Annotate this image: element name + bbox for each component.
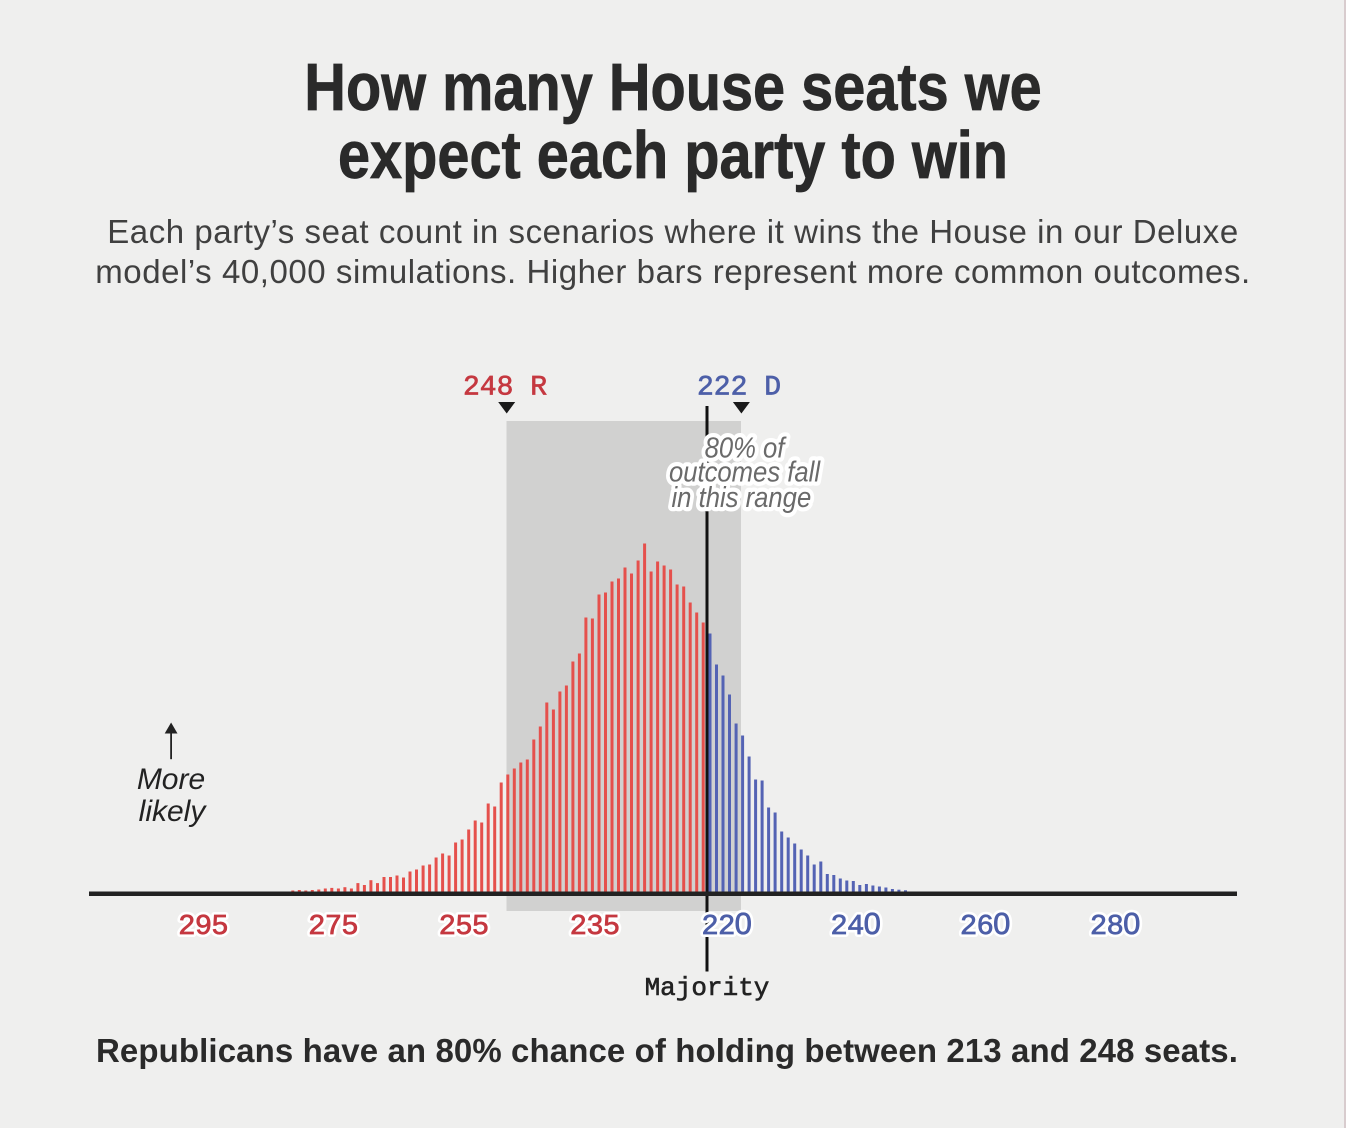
svg-text:80% of: 80% of [705, 431, 787, 464]
svg-text:248 R: 248 R [463, 373, 547, 404]
svg-text:295: 295 [178, 910, 228, 943]
svg-text:240: 240 [830, 906, 880, 943]
svg-text:in this range: in this range [671, 481, 811, 514]
svg-text:240: 240 [830, 906, 880, 943]
svg-text:275: 275 [308, 910, 358, 943]
svg-text:255: 255 [439, 910, 489, 943]
svg-text:likely: likely [139, 795, 208, 828]
svg-text:Majority: Majority [645, 973, 770, 1003]
svg-text:260: 260 [960, 906, 1010, 943]
svg-text:235: 235 [570, 910, 620, 943]
svg-text:260: 260 [960, 906, 1010, 943]
svg-text:235: 235 [570, 910, 620, 943]
svg-text:222 D: 222 D [697, 373, 781, 404]
svg-text:255: 255 [439, 910, 489, 943]
svg-text:280: 280 [1090, 906, 1140, 943]
svg-text:outcomes fall: outcomes fall [669, 455, 821, 488]
svg-text:220: 220 [701, 906, 751, 943]
svg-text:275: 275 [308, 910, 358, 943]
svg-text:280: 280 [1090, 906, 1140, 943]
svg-text:295: 295 [178, 910, 228, 943]
svg-text:More: More [137, 763, 205, 796]
